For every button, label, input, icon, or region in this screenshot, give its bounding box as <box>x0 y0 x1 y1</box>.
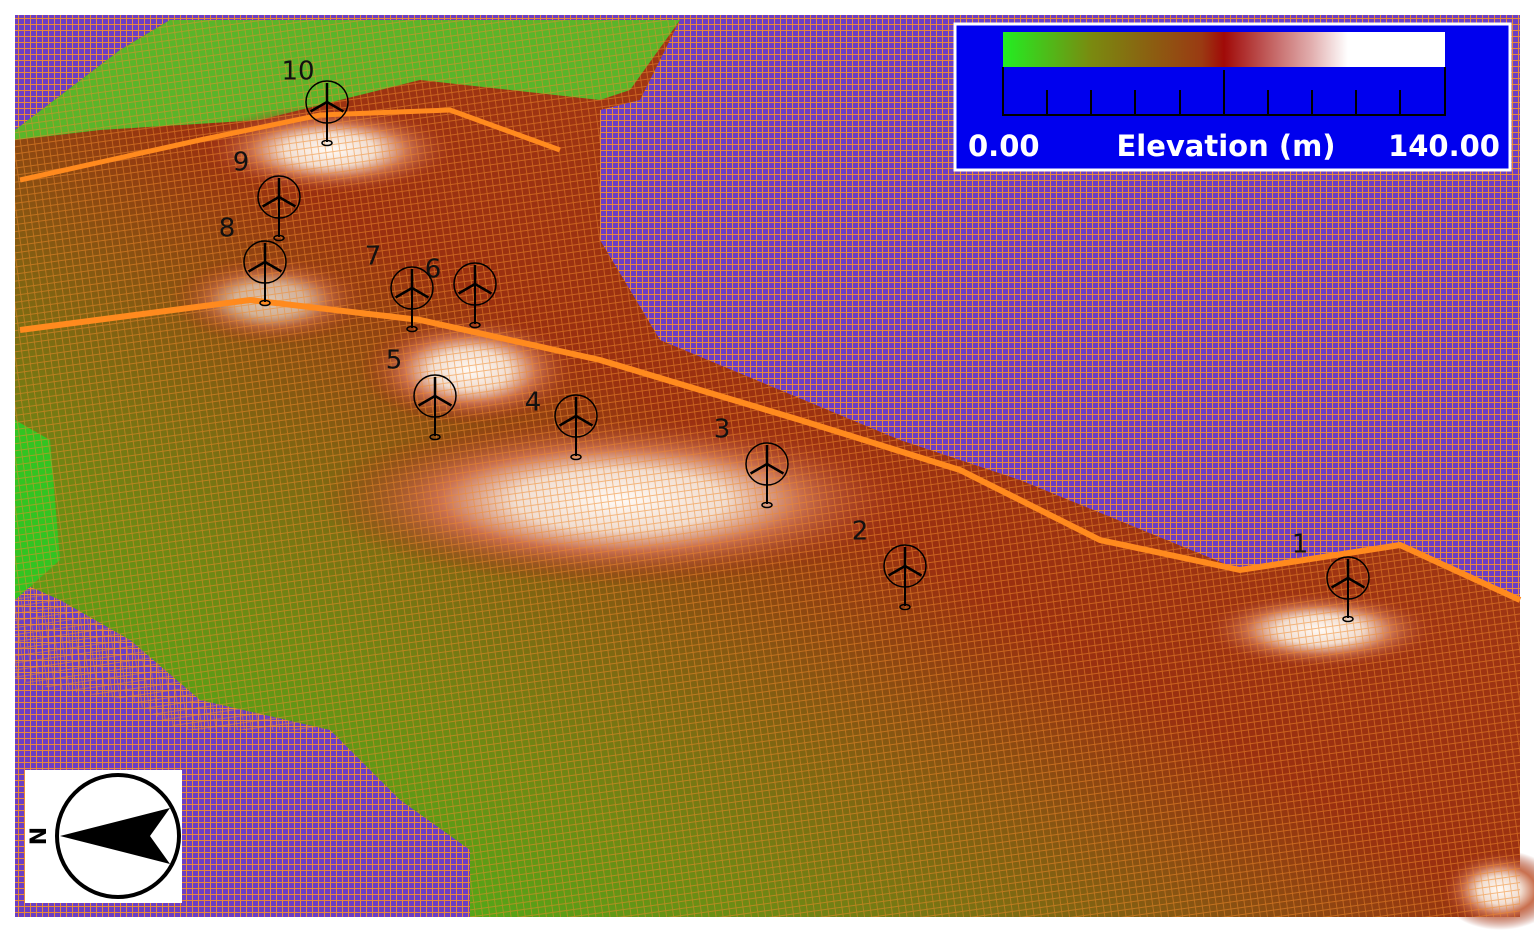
ridge <box>19 107 561 183</box>
turbine-rotor <box>390 266 434 310</box>
turbine-blade <box>278 195 297 208</box>
turbine: 7 <box>365 242 434 333</box>
legend-ticks <box>1002 67 1446 116</box>
turbine-rotor <box>305 80 349 124</box>
turbine-blade <box>434 394 453 407</box>
turbine-base <box>1342 615 1354 623</box>
legend-colorbar <box>1003 32 1445 67</box>
turbine-blade <box>1347 576 1366 589</box>
turbine-base <box>259 299 271 307</box>
turbine-label: 7 <box>365 242 382 272</box>
turbine: 1 <box>1292 530 1370 623</box>
turbine-blade <box>904 564 923 577</box>
turbine-base <box>429 433 441 441</box>
turbine: 10 <box>281 57 349 147</box>
compass-ring <box>55 773 181 899</box>
turbine-label: 8 <box>219 214 236 244</box>
turbine-label: 1 <box>1292 530 1309 560</box>
turbine-blade <box>261 195 280 208</box>
turbine-rotor <box>745 442 789 486</box>
turbine-blade <box>394 286 413 299</box>
turbine: 3 <box>714 415 789 509</box>
turbine-rotor <box>1326 556 1370 600</box>
turbine-base <box>899 603 911 611</box>
turbine-blade <box>749 462 768 475</box>
ridge <box>19 296 1522 603</box>
turbine-rotor <box>883 544 927 588</box>
turbine-base <box>761 501 773 509</box>
turbine-blade <box>411 286 430 299</box>
turbine-label: 3 <box>714 415 731 445</box>
turbine: 8 <box>219 214 287 307</box>
turbine-rotor <box>453 262 497 306</box>
legend: 0.00 Elevation (m) 140.00 <box>953 22 1512 172</box>
turbine-blade <box>474 282 493 295</box>
turbine-rotor <box>243 240 287 284</box>
turbine-label: 10 <box>281 57 314 87</box>
legend-min: 0.00 <box>968 129 1040 163</box>
turbine: 6 <box>425 255 497 329</box>
turbine-base <box>469 321 481 329</box>
turbine-blade <box>1330 576 1349 589</box>
turbine-blade <box>766 462 785 475</box>
turbine-blade <box>887 564 906 577</box>
turbine: 4 <box>525 388 598 461</box>
turbine-rotor <box>257 175 301 219</box>
turbine: 2 <box>852 517 927 611</box>
turbine: 5 <box>386 346 457 441</box>
turbine-blade <box>309 100 328 113</box>
turbine-base <box>406 325 418 333</box>
turbine-rotor <box>554 394 598 438</box>
turbine-label: 5 <box>386 346 403 376</box>
legend-max: 140.00 <box>1388 129 1500 163</box>
turbine-blade <box>264 260 283 273</box>
compass-arrow <box>60 808 170 864</box>
turbine-label: 4 <box>525 388 542 418</box>
turbine: 9 <box>233 148 301 242</box>
turbine-blade <box>558 414 577 427</box>
turbine-label: 2 <box>852 517 869 547</box>
compass: N <box>25 770 182 903</box>
turbine-base <box>321 139 333 147</box>
turbine-blade <box>575 414 594 427</box>
turbine-blade <box>247 260 266 273</box>
legend-title: Elevation (m) <box>1116 129 1335 163</box>
turbines: 1 2 3 4 5 6 7 8 9 10 <box>219 57 1370 623</box>
turbine-label: 6 <box>425 255 442 285</box>
turbine-base <box>570 453 582 461</box>
turbine-rotor <box>413 374 457 418</box>
turbine-label: 9 <box>233 148 250 178</box>
compass-label: N <box>27 827 52 845</box>
turbine-blade <box>417 394 436 407</box>
turbine-blade <box>457 282 476 295</box>
turbine-blade <box>326 100 345 113</box>
turbine-base <box>273 234 285 242</box>
